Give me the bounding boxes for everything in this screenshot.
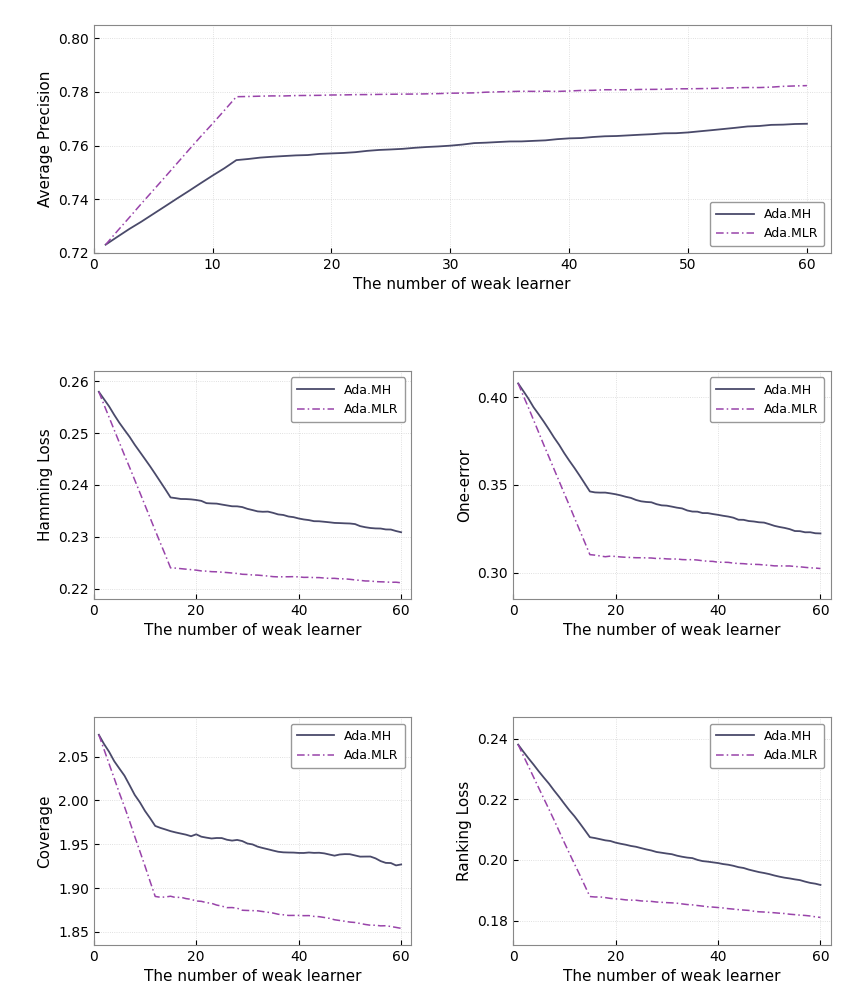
Legend: Ada.MH, Ada.MLR: Ada.MH, Ada.MLR bbox=[710, 202, 825, 246]
X-axis label: The number of weak learner: The number of weak learner bbox=[354, 277, 571, 292]
Y-axis label: Coverage: Coverage bbox=[37, 794, 53, 868]
X-axis label: The number of weak learner: The number of weak learner bbox=[563, 623, 780, 638]
Legend: Ada.MH, Ada.MLR: Ada.MH, Ada.MLR bbox=[291, 724, 406, 768]
X-axis label: The number of weak learner: The number of weak learner bbox=[563, 969, 780, 984]
Legend: Ada.MH, Ada.MLR: Ada.MH, Ada.MLR bbox=[710, 377, 825, 422]
X-axis label: The number of weak learner: The number of weak learner bbox=[144, 623, 361, 638]
Y-axis label: Average Precision: Average Precision bbox=[37, 71, 53, 207]
X-axis label: The number of weak learner: The number of weak learner bbox=[144, 969, 361, 984]
Legend: Ada.MH, Ada.MLR: Ada.MH, Ada.MLR bbox=[291, 377, 406, 422]
Legend: Ada.MH, Ada.MLR: Ada.MH, Ada.MLR bbox=[710, 724, 825, 768]
Y-axis label: Ranking Loss: Ranking Loss bbox=[457, 781, 472, 881]
Y-axis label: Hamming Loss: Hamming Loss bbox=[37, 429, 53, 541]
Y-axis label: One-error: One-error bbox=[457, 448, 472, 522]
